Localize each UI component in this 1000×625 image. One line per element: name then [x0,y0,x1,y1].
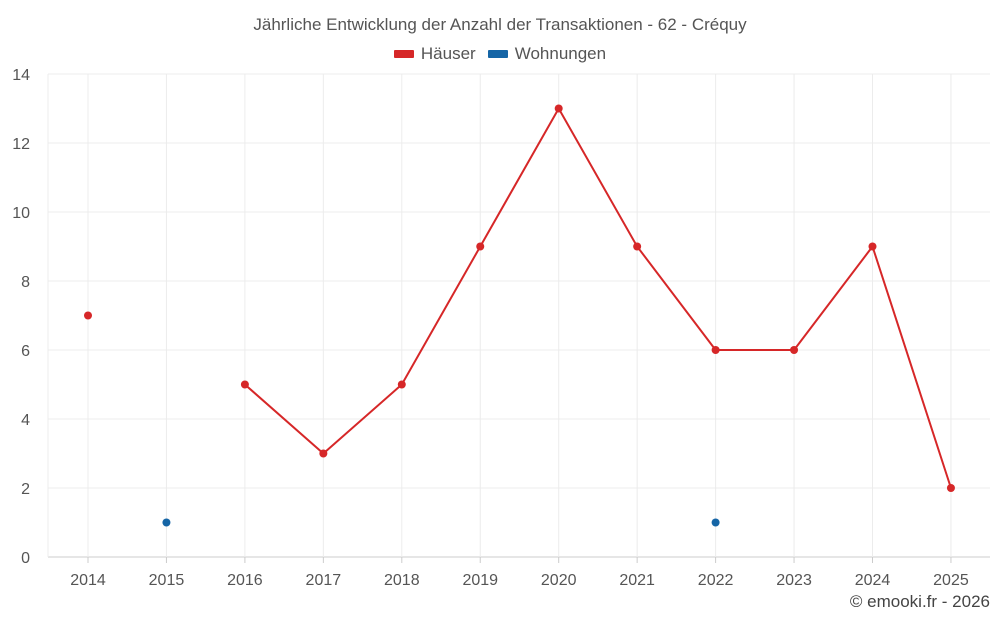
legend: Häuser Wohnungen [0,44,1000,64]
legend-label-haeuser: Häuser [420,44,476,63]
y-tick-label: 2 [21,481,30,498]
x-tick-label: 2015 [149,572,185,589]
data-point-haeuser [476,242,485,251]
legend-swatch-wohnungen [487,50,508,58]
x-tick-label: 2018 [384,572,420,589]
x-tick-label: 2020 [541,572,577,589]
y-tick-label: 8 [21,274,30,291]
data-point-haeuser [790,346,799,354]
legend-swatch-haeuser [393,50,414,58]
series-line-haeuser [244,107,952,489]
x-tick-label: 2017 [306,572,342,589]
data-point-haeuser [633,242,642,251]
x-tick-label: 2014 [70,572,106,589]
legend-item-wohnungen[interactable]: Wohnungen [487,44,607,64]
data-point-wohnungen [711,518,720,527]
x-tick-label: 2016 [227,572,263,589]
y-tick-label: 14 [12,67,30,84]
y-tick-label: 10 [12,205,30,222]
y-tick-label: 4 [21,412,30,429]
y-tick-label: 0 [21,550,30,567]
legend-item-haeuser[interactable]: Häuser [393,44,476,64]
data-point-haeuser [397,380,406,389]
data-point-haeuser [554,104,563,113]
x-tick-label: 2019 [462,572,498,589]
credit-text: © emooki.fr - 2026 [849,592,990,611]
y-tick-label: 12 [12,136,30,153]
x-tick-label: 2022 [698,572,734,589]
data-point-wohnungen [162,518,171,527]
data-point-haeuser [84,311,92,320]
y-tick-label: 6 [21,343,30,360]
x-tick-label: 2023 [776,572,812,589]
data-point-haeuser [711,346,720,354]
chart-title: Jährliche Entwicklung der Anzahl der Tra… [253,15,747,34]
x-tick-label: 2025 [933,572,969,589]
x-tick-label: 2021 [619,572,655,589]
x-tick-label: 2024 [855,572,891,589]
data-point-haeuser [946,484,955,492]
data-point-haeuser [240,380,249,389]
legend-label-wohnungen: Wohnungen [514,44,607,63]
data-point-haeuser [868,242,877,251]
data-point-haeuser [319,449,328,458]
